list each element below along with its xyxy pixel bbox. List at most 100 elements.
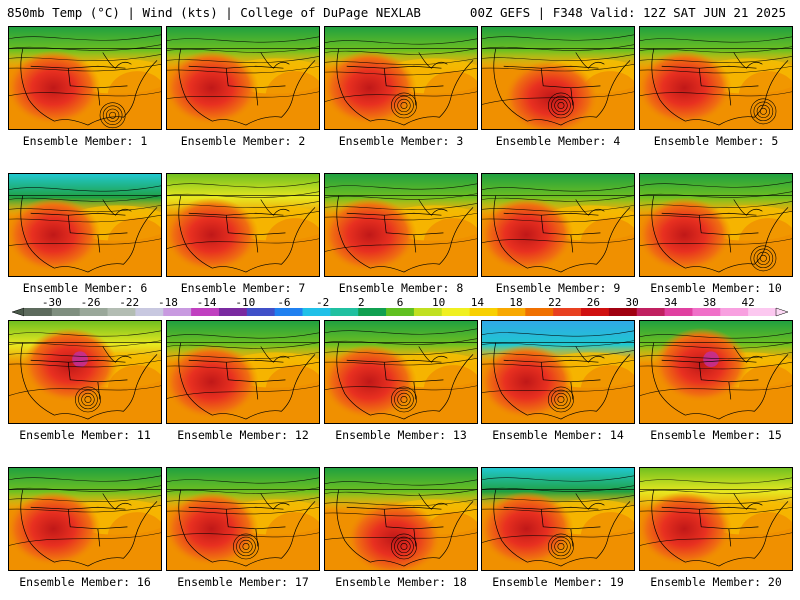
temperature-field bbox=[640, 27, 792, 129]
colorbar-tick-label: 22 bbox=[548, 296, 561, 309]
colorbar-swatch bbox=[79, 308, 109, 316]
colorbar-swatch bbox=[664, 308, 693, 316]
temperature-field bbox=[9, 468, 161, 570]
colorbar-swatch bbox=[525, 308, 554, 316]
member-map bbox=[639, 467, 793, 571]
colorbar-swatch bbox=[51, 308, 81, 316]
colorbar-swatch bbox=[581, 308, 610, 316]
colorbar-swatch bbox=[497, 308, 526, 316]
member-caption: Ensemble Member: 17 bbox=[177, 575, 309, 589]
member-map bbox=[481, 320, 635, 424]
member-map bbox=[639, 320, 793, 424]
temperature-colorbar: -30 -26 -22 -18 -14 -10 -6 -2 2 6 10 14 18 22 26 30 34 38… bbox=[12, 296, 788, 317]
member-map bbox=[324, 173, 478, 277]
colorbar-tick-label: 34 bbox=[664, 296, 678, 309]
temperature-field bbox=[9, 174, 161, 276]
member-caption: Ensemble Member: 20 bbox=[650, 575, 782, 589]
member-caption: Ensemble Member: 16 bbox=[19, 575, 151, 589]
member-caption: Ensemble Member: 1 bbox=[22, 134, 148, 148]
colorbar-tick-label: 38 bbox=[703, 296, 716, 309]
temperature-field bbox=[482, 468, 634, 570]
colorbar-swatch bbox=[191, 308, 220, 316]
temperature-field bbox=[325, 174, 477, 276]
colorbar-tick-label: -22 bbox=[119, 296, 139, 309]
temperature-field bbox=[640, 468, 792, 570]
member-caption: Ensemble Member: 3 bbox=[338, 134, 464, 148]
member-map bbox=[166, 26, 320, 130]
colorbar-swatch bbox=[441, 308, 471, 316]
member-caption: Ensemble Member: 6 bbox=[22, 281, 148, 295]
colorbar-swatch bbox=[246, 308, 276, 316]
colorbar-tick-label: 42 bbox=[742, 296, 755, 309]
member-map bbox=[324, 26, 478, 130]
temperature-field bbox=[482, 321, 634, 423]
colorbar-swatch bbox=[469, 308, 498, 316]
temperature-field bbox=[640, 174, 792, 276]
member-map bbox=[639, 26, 793, 130]
member-caption: Ensemble Member: 5 bbox=[653, 134, 779, 148]
colorbar-tick-label: 14 bbox=[471, 296, 485, 309]
member-map bbox=[639, 173, 793, 277]
colorbar-swatch bbox=[358, 308, 387, 316]
temperature-field bbox=[325, 468, 477, 570]
temperature-field bbox=[325, 27, 477, 129]
member-caption: Ensemble Member: 14 bbox=[492, 428, 624, 442]
member-map bbox=[8, 320, 162, 424]
member-caption: Ensemble Member: 2 bbox=[180, 134, 306, 148]
colorbar-tick-label: -18 bbox=[158, 296, 178, 309]
member-caption: Ensemble Member: 19 bbox=[492, 575, 624, 589]
member-caption: Ensemble Member: 11 bbox=[19, 428, 151, 442]
member-map bbox=[481, 467, 635, 571]
colorbar-swatch bbox=[386, 308, 415, 316]
colorbar-tick-label: 30 bbox=[625, 296, 638, 309]
member-caption: Ensemble Member: 18 bbox=[335, 575, 467, 589]
member-map bbox=[8, 173, 162, 277]
member-map bbox=[8, 26, 162, 130]
colorbar-swatch bbox=[608, 308, 638, 316]
model-run-valid-time: 00Z GEFS | F348 Valid: 12Z SAT JUN 21 20… bbox=[469, 5, 786, 20]
colorbar-swatch bbox=[302, 308, 331, 316]
member-map bbox=[166, 173, 320, 277]
member-map bbox=[481, 26, 635, 130]
temperature-field bbox=[9, 27, 161, 129]
colorbar-left-arrow bbox=[12, 307, 25, 317]
member-caption: Ensemble Member: 7 bbox=[180, 281, 306, 295]
colorbar-tick-label: 26 bbox=[587, 296, 600, 309]
member-map bbox=[8, 467, 162, 571]
colorbar-swatch bbox=[413, 308, 443, 316]
member-caption: Ensemble Member: 9 bbox=[495, 281, 621, 295]
colorbar-right-arrow bbox=[775, 307, 788, 317]
colorbar-tick-label: -14 bbox=[197, 296, 217, 309]
temperature-field bbox=[167, 174, 319, 276]
colorbar-swatch bbox=[748, 308, 777, 316]
member-caption: Ensemble Member: 8 bbox=[338, 281, 464, 295]
temperature-field bbox=[167, 468, 319, 570]
temperature-field bbox=[482, 174, 634, 276]
temperature-field bbox=[9, 321, 161, 423]
colorbar-tick-label: -10 bbox=[235, 296, 255, 309]
colorbar-tick-label: -30 bbox=[42, 296, 62, 309]
member-map bbox=[481, 173, 635, 277]
colorbar-tick-label: 2 bbox=[358, 296, 365, 309]
temperature-field bbox=[167, 27, 319, 129]
temperature-field bbox=[640, 321, 792, 423]
colorbar-tick-label: 18 bbox=[509, 296, 522, 309]
colorbar-tick-label: 6 bbox=[397, 296, 404, 309]
colorbar-swatch bbox=[274, 308, 304, 316]
colorbar-tick-label: -2 bbox=[316, 296, 329, 309]
member-caption: Ensemble Member: 15 bbox=[650, 428, 782, 442]
colorbar-swatch bbox=[692, 308, 721, 316]
colorbar-swatch bbox=[636, 308, 666, 316]
colorbar-tick-label: -6 bbox=[277, 296, 290, 309]
map-title: 850mb Temp (°C) | Wind (kts) | College o… bbox=[7, 5, 421, 20]
member-map bbox=[166, 467, 320, 571]
colorbar-swatch bbox=[330, 308, 359, 316]
member-caption: Ensemble Member: 4 bbox=[495, 134, 621, 148]
member-caption: Ensemble Member: 13 bbox=[335, 428, 467, 442]
colorbar-tick-label: -26 bbox=[81, 296, 101, 309]
member-map bbox=[324, 320, 478, 424]
colorbar-swatch bbox=[24, 308, 53, 316]
member-caption: Ensemble Member: 10 bbox=[650, 281, 782, 295]
colorbar-swatch bbox=[163, 308, 192, 316]
colorbar-swatch bbox=[135, 308, 164, 316]
